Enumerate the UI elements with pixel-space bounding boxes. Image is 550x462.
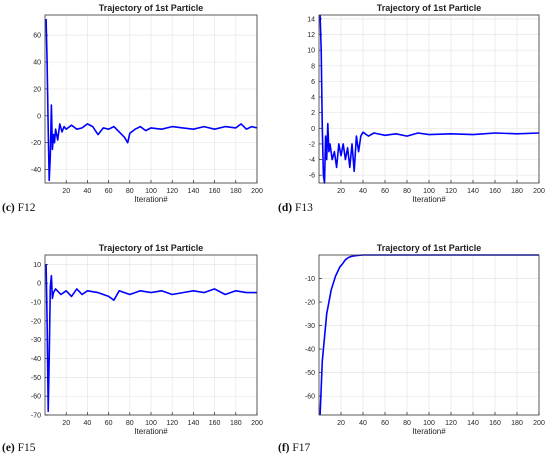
y-tick-label: -50	[305, 370, 315, 377]
chart-title: Trajectory of 1st Particle	[377, 3, 482, 13]
y-tick-label: 20	[33, 86, 41, 93]
y-tick-label: 6	[311, 79, 315, 86]
x-tick-label: 140	[467, 188, 479, 195]
y-tick-label: 0	[37, 113, 41, 120]
caption-d: (d) F13	[278, 202, 313, 214]
chart-panel-1: 20 40 60 80 100 120 140 160 180 200 -6 -4 -2 0 2 4 6 8 10 1…	[307, 3, 545, 204]
x-axis-label: Iteration#	[134, 195, 168, 204]
plot-frame	[44, 254, 258, 416]
x-tick-label: 160	[489, 420, 501, 427]
x-tick-label: 40	[84, 188, 92, 195]
caption-e: (e) F15	[2, 442, 36, 454]
y-tick-label: 10	[33, 262, 41, 269]
x-tick-label: 100	[145, 188, 157, 195]
x-tick-label: 120	[445, 188, 457, 195]
x-tick-label: 60	[105, 420, 113, 427]
y-tick-label: -60	[31, 394, 41, 401]
x-tick-label: 120	[166, 188, 178, 195]
x-tick-label: 200	[251, 188, 263, 195]
x-tick-label: 100	[423, 420, 435, 427]
x-tick-label: 180	[230, 188, 242, 195]
y-tick-label: -20	[31, 318, 41, 325]
y-tick-label: -2	[309, 141, 315, 148]
y-tick-label: 40	[33, 60, 41, 67]
plot-frame	[318, 14, 540, 184]
x-tick-label: 200	[251, 420, 263, 427]
x-tick-label: 60	[381, 188, 389, 195]
x-tick-label: 100	[423, 188, 435, 195]
x-tick-label: 160	[209, 420, 221, 427]
y-tick-label: 10	[307, 48, 315, 55]
x-tick-label: 140	[467, 420, 479, 427]
x-tick-label: 60	[105, 188, 113, 195]
chart-title: Trajectory of 1st Particle	[377, 243, 482, 253]
chart-panel-2: 20 40 60 80 100 120 140 160 180 200-70-60-50-40-3…	[31, 243, 263, 436]
x-tick-label: 80	[403, 420, 411, 427]
y-tick-label: -6	[309, 173, 315, 180]
y-tick-label: -20	[305, 300, 315, 307]
x-tick-label: 80	[403, 188, 411, 195]
y-tick-label: -60	[305, 394, 315, 401]
x-tick-label: 200	[533, 420, 545, 427]
y-tick-label: -10	[31, 300, 41, 307]
x-tick-label: 80	[126, 420, 134, 427]
x-tick-label: 20	[337, 188, 345, 195]
y-tick-label: -10	[305, 276, 315, 283]
x-tick-label: 140	[188, 188, 200, 195]
x-tick-label: 40	[359, 420, 367, 427]
x-tick-label: 180	[230, 420, 242, 427]
chart-title: Trajectory of 1st Particle	[99, 3, 204, 13]
y-tick-label: -4	[309, 157, 315, 164]
y-tick-label: -50	[31, 375, 41, 382]
x-tick-label: 180	[511, 188, 523, 195]
x-tick-label: 120	[166, 420, 178, 427]
y-tick-label: 12	[307, 32, 315, 39]
caption-f: (f) F17	[278, 442, 311, 454]
y-tick-label: -30	[305, 323, 315, 330]
x-tick-label: 160	[209, 188, 221, 195]
y-tick-label: 0	[37, 281, 41, 288]
x-tick-label: 160	[489, 188, 501, 195]
x-axis-label: Iteration#	[134, 427, 168, 436]
x-tick-label: 20	[62, 188, 70, 195]
y-tick-label: 60	[33, 33, 41, 40]
x-tick-label: 140	[188, 420, 200, 427]
chart-panel-3: 20 40 60 80 100 120 140 160 180 200 -60 -50 -40 -30 -2…	[305, 243, 545, 436]
y-tick-label: 0	[311, 126, 315, 133]
caption-c: (c) F12	[2, 202, 36, 214]
x-axis-label: Iteration#	[412, 427, 446, 436]
series-line	[319, 14, 540, 184]
y-tick-label: -70	[31, 413, 41, 420]
y-tick-label: -40	[305, 347, 315, 354]
x-tick-label: 40	[84, 420, 92, 427]
x-tick-label: 200	[533, 188, 545, 195]
x-tick-label: 120	[445, 420, 457, 427]
series-line	[45, 264, 257, 413]
x-tick-label: 60	[381, 420, 389, 427]
y-tick-label: 14	[307, 16, 315, 23]
series-line	[45, 18, 258, 182]
x-tick-label: 40	[359, 188, 367, 195]
x-axis-label: Iteration#	[412, 195, 446, 204]
y-tick-label: 8	[311, 63, 315, 70]
y-tick-label: -40	[31, 167, 41, 174]
y-tick-label: 2	[311, 110, 315, 117]
x-tick-label: 20	[62, 420, 70, 427]
y-tick-label: -40	[31, 356, 41, 363]
plot-frame	[44, 14, 258, 184]
x-tick-label: 20	[337, 420, 345, 427]
y-tick-label: -20	[31, 140, 41, 147]
y-tick-label: 4	[311, 95, 315, 102]
x-tick-label: 80	[126, 188, 134, 195]
plot-frame	[318, 254, 540, 416]
x-tick-label: 100	[145, 420, 157, 427]
chart-panel-0: 20 40 60 80 100 120 140 160 180 200 -40 -20 0 20 40 60 T…	[31, 3, 263, 204]
y-tick-label: -30	[31, 337, 41, 344]
x-tick-label: 180	[511, 420, 523, 427]
chart-title: Trajectory of 1st Particle	[99, 243, 204, 253]
